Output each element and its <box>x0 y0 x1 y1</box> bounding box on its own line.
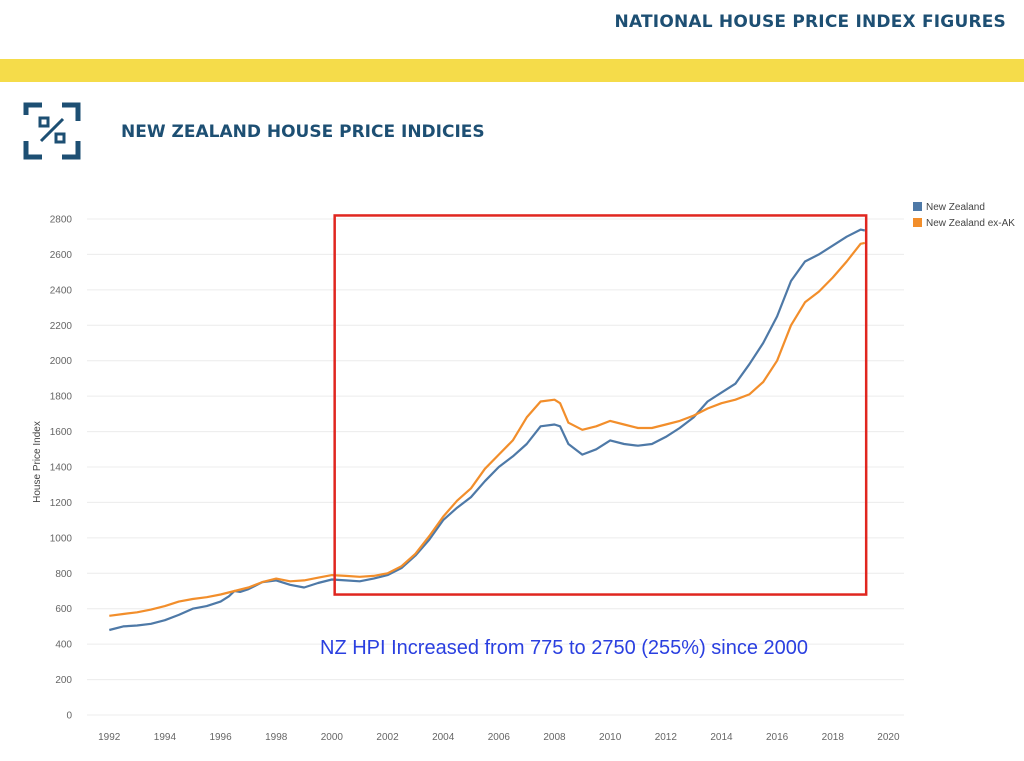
x-tick-label: 2016 <box>766 732 789 743</box>
y-tick-label: 2000 <box>50 356 73 367</box>
y-tick-label: 2600 <box>50 250 73 261</box>
legend-swatch <box>913 202 922 211</box>
grid-layer <box>87 218 904 716</box>
y-tick-label: 1000 <box>50 533 73 544</box>
y-tick-label: 800 <box>55 569 72 580</box>
x-tick-label: 2008 <box>543 732 566 743</box>
x-tick-label: 1998 <box>265 732 288 743</box>
legend: New Zealand New Zealand ex-AK <box>913 202 1015 229</box>
x-tick-label: 1996 <box>209 732 232 743</box>
y-tick-label: 400 <box>55 640 72 651</box>
y-tick-label: 2800 <box>50 215 73 226</box>
series-layer <box>109 228 866 632</box>
section-title: NEW ZEALAND HOUSE PRICE INDICIES <box>121 122 485 142</box>
y-tick-label: 2400 <box>50 285 73 296</box>
percent-square-icon <box>23 102 81 160</box>
series-line-1 <box>109 241 866 617</box>
series-line-0 <box>109 228 866 632</box>
x-tick-label: 2020 <box>877 732 900 743</box>
y-tick-label: 600 <box>55 604 72 615</box>
x-tick-label: 2002 <box>376 732 399 743</box>
y-axis-title: House Price Index <box>32 421 43 503</box>
x-tick-label: 2000 <box>321 732 344 743</box>
x-tick-label: 2012 <box>655 732 678 743</box>
x-tick-label: 2014 <box>710 732 733 743</box>
y-tick-label: 1200 <box>50 498 73 509</box>
annotation-text: NZ HPI Increased from 775 to 2750 (255%)… <box>320 637 809 659</box>
x-tick-label: 2004 <box>432 732 455 743</box>
x-tick-label: 2018 <box>822 732 845 743</box>
header-band <box>0 59 1024 82</box>
highlight-box <box>333 214 868 596</box>
annotation-layer <box>333 214 868 596</box>
x-tick-label: 2010 <box>599 732 622 743</box>
x-axis-ticks: 1992 1994 1996 1998 2000 2002 2004 2006 2008 2010… <box>98 732 900 743</box>
page-header-title: NATIONAL HOUSE PRICE INDEX FIGURES <box>614 12 1006 32</box>
y-tick-label: 200 <box>55 675 72 686</box>
legend-entry: New Zealand ex-AK <box>926 218 1015 229</box>
legend-entry: New Zealand <box>926 202 985 213</box>
x-tick-label: 1992 <box>98 732 121 743</box>
legend-swatch <box>913 218 922 227</box>
y-tick-label: 1400 <box>50 463 73 474</box>
x-tick-label: 2006 <box>488 732 511 743</box>
y-axis-ticks: 0 200 400 600 800 1000 1200 1400 1600 1800 2000 220… <box>50 215 73 722</box>
y-tick-label: 0 <box>66 711 72 722</box>
x-tick-label: 1994 <box>154 732 177 743</box>
y-tick-label: 2200 <box>50 321 73 332</box>
y-tick-label: 1800 <box>50 392 73 403</box>
y-tick-label: 1600 <box>50 427 73 438</box>
